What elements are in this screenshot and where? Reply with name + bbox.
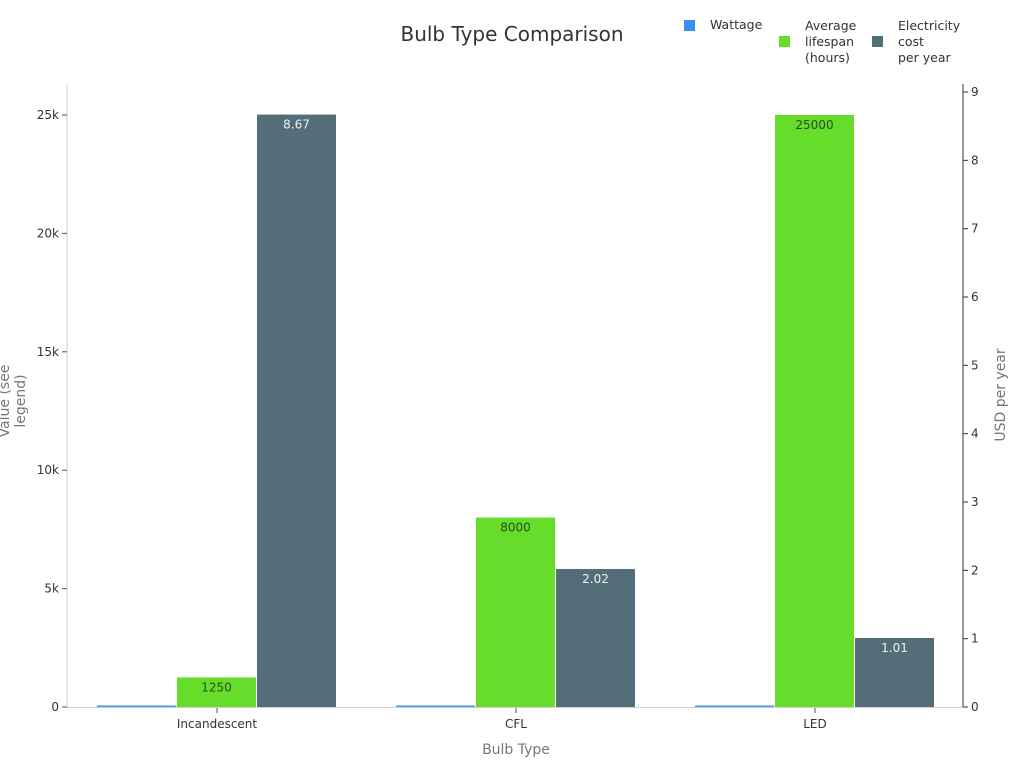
y-tick-label-left: 20k bbox=[37, 226, 59, 240]
legend-label-lifespan: Average lifespan (hours) bbox=[805, 18, 857, 65]
bar-electricity-cost-per-year-incandescent[interactable] bbox=[257, 114, 336, 708]
legend-swatch-wattage bbox=[684, 20, 695, 31]
bar-electricity-cost-per-year-cfl[interactable] bbox=[556, 568, 635, 707]
legend-item-lifespan[interactable]: Average lifespan (hours) bbox=[779, 18, 856, 66]
chart-title: Bulb Type Comparison bbox=[400, 22, 624, 46]
bar-average-lifespan-hours--incandescent[interactable] bbox=[177, 677, 256, 707]
y-tick-label-right: 6 bbox=[971, 290, 979, 304]
bar-wattage-cfl[interactable] bbox=[395, 705, 476, 708]
bar-electricity-cost-per-year-led[interactable] bbox=[855, 637, 934, 707]
x-tick-label: LED bbox=[803, 717, 827, 731]
legend-label-wattage: Wattage bbox=[710, 17, 763, 32]
bar-average-lifespan-hours--cfl[interactable] bbox=[476, 517, 555, 707]
y-tick-label-right: 9 bbox=[971, 85, 979, 99]
y-tick-label-right: 3 bbox=[971, 495, 979, 509]
x-tick-label: Incandescent bbox=[177, 717, 258, 731]
bar-value-label: 25000 bbox=[795, 118, 833, 132]
bar-value-label: 1.01 bbox=[881, 641, 908, 655]
y-tick-label-right: 4 bbox=[971, 427, 979, 441]
bar-wattage-led[interactable] bbox=[694, 705, 775, 708]
y-tick-label-left: 15k bbox=[37, 345, 59, 359]
legend-swatch-cost bbox=[872, 36, 883, 47]
y-tick-label-right: 7 bbox=[971, 222, 979, 236]
y-tick-label-right: 5 bbox=[971, 358, 979, 372]
legend-label-cost: Electricity cost per year bbox=[898, 18, 961, 65]
y-tick-label-left: 0 bbox=[51, 700, 59, 714]
bar-wattage-incandescent[interactable] bbox=[96, 705, 177, 708]
legend-item-wattage[interactable]: Wattage bbox=[684, 17, 763, 33]
y-tick-label-right: 1 bbox=[971, 632, 979, 646]
y-tick-label-left: 5k bbox=[44, 582, 59, 596]
x-tick-label: CFL bbox=[505, 717, 527, 731]
legend-swatch-lifespan bbox=[779, 36, 790, 47]
bar-value-label: 1250 bbox=[201, 680, 232, 694]
bar-value-label: 2.02 bbox=[582, 572, 609, 586]
x-axis-label: Bulb Type bbox=[482, 742, 550, 758]
bar-average-lifespan-hours--led[interactable] bbox=[775, 115, 854, 707]
y-tick-label-left: 25k bbox=[37, 108, 59, 122]
y-tick-label-left: 10k bbox=[37, 463, 59, 477]
y-tick-label-right: 0 bbox=[971, 700, 979, 714]
legend-item-cost[interactable]: Electricity cost per year bbox=[872, 18, 960, 66]
bar-value-label: 8.67 bbox=[283, 118, 310, 132]
y-tick-label-right: 2 bbox=[971, 563, 979, 577]
bar-value-label: 8000 bbox=[500, 521, 531, 535]
y-tick-label-right: 8 bbox=[971, 153, 979, 167]
